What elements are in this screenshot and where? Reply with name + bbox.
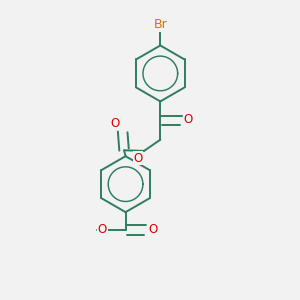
Text: Br: Br: [153, 18, 167, 31]
Text: O: O: [133, 152, 142, 165]
Text: O: O: [98, 223, 107, 236]
Text: O: O: [148, 223, 157, 236]
Text: O: O: [184, 113, 193, 127]
Text: O: O: [110, 117, 120, 130]
